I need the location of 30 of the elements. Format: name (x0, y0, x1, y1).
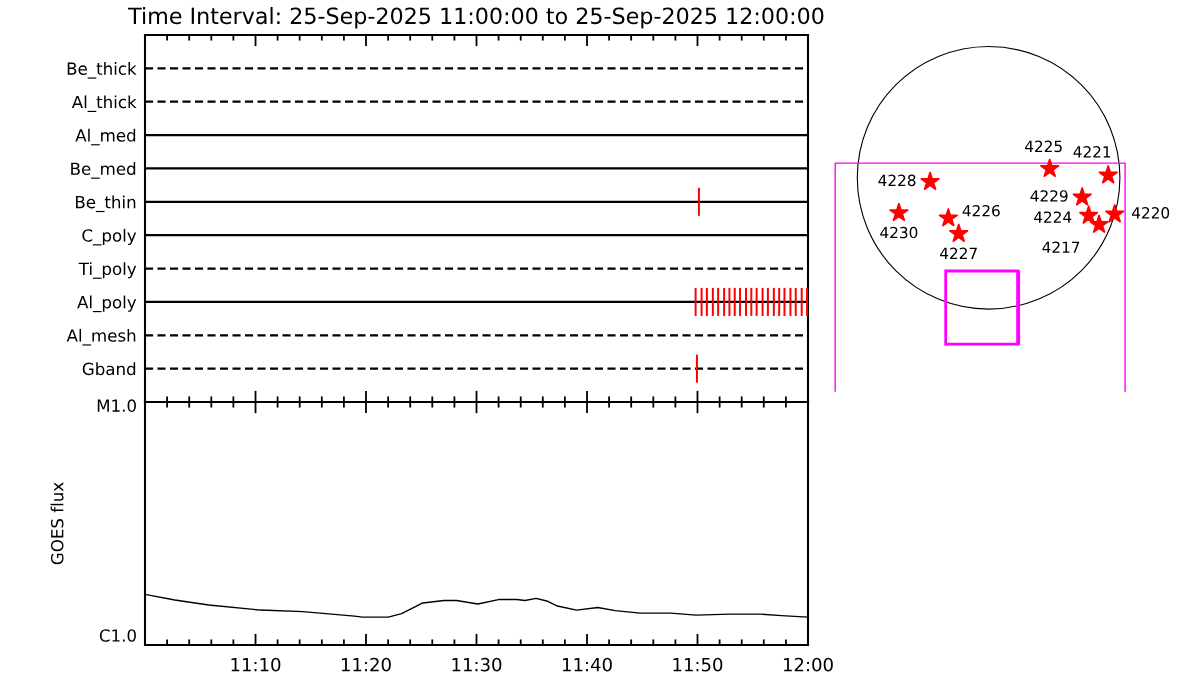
text: 4229 (1030, 190, 1068, 202)
y-tick-label: Be_thin (75, 195, 136, 213)
y-tick-label: Al_thick (71, 95, 137, 112)
x-tick-label: 11:50 (673, 657, 723, 672)
text: 4227 (940, 247, 977, 259)
y-axis-title: GOES flux (50, 482, 64, 565)
text: 4221 (1073, 146, 1111, 158)
y-tick-label: Gband (82, 362, 136, 376)
y-tick-label: Al_mesh (66, 328, 136, 346)
text: C1.0 (99, 629, 136, 642)
y-tick-label: C_poly (82, 228, 137, 246)
x-tick-label: 11:10 (231, 657, 281, 672)
text: M1.0 (97, 399, 136, 412)
y-tick-label: Be_med (71, 162, 136, 179)
text: 4224 (1034, 211, 1072, 223)
y-tick-label: Ti_poly (78, 262, 137, 279)
y-tick-label: Al_poly (77, 295, 137, 313)
x-tick-label: 11:40 (562, 657, 612, 672)
y-tick-label: Al_med (75, 128, 136, 146)
text: 4217 (1042, 241, 1080, 253)
text: 4225 (1025, 140, 1062, 153)
text: 4226 (962, 204, 1000, 217)
y-tick-label: Be_thick (67, 62, 137, 79)
x-tick-label: 12:00 (783, 657, 833, 672)
x-tick-label: 11:20 (341, 657, 391, 672)
x-tick-label: 11:30 (452, 657, 502, 672)
chart-title: Time Interval: 25-Sep-2025 11:00:00 to 25-Sep-2025 12:00:00 (128, 7, 824, 29)
text: 4228 (878, 174, 916, 187)
text: 4230 (880, 226, 918, 239)
text: 4220 (1132, 207, 1170, 219)
